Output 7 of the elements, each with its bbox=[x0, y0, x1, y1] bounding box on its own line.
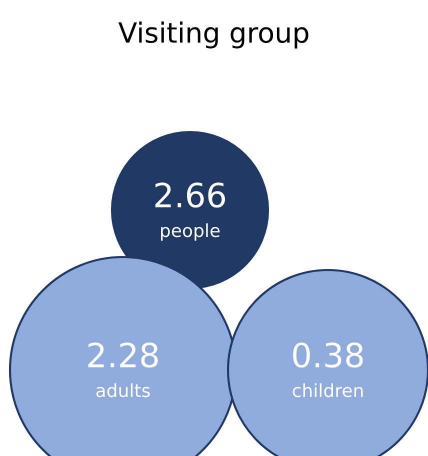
category-label: adults bbox=[96, 383, 150, 398]
data-label: 0.38 bbox=[293, 342, 363, 368]
data-label: 2.66 bbox=[155, 182, 226, 208]
data-label: 2.28 bbox=[88, 342, 158, 368]
text: Visiting group bbox=[118, 22, 308, 48]
category-label: people bbox=[161, 223, 220, 241]
category-label: children bbox=[292, 383, 363, 398]
